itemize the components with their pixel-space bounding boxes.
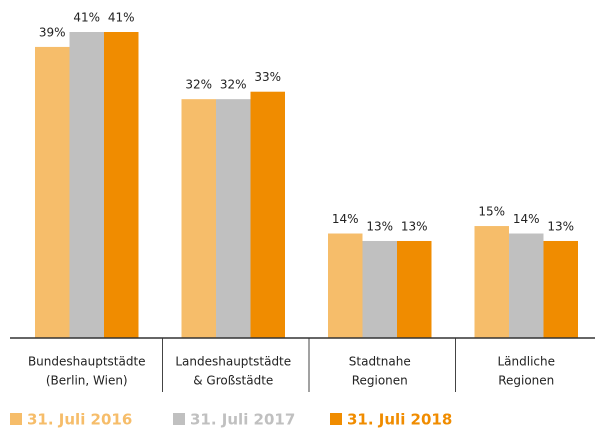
legend-label: 31. Juli 2016	[27, 411, 132, 429]
value-label: 41%	[108, 11, 135, 25]
bar	[543, 240, 578, 338]
value-label: 13%	[401, 219, 428, 233]
bar	[216, 99, 251, 338]
value-label: 14%	[513, 212, 540, 226]
value-label: 39%	[39, 25, 66, 39]
x-tick-label: Stadtnahe	[349, 355, 411, 369]
x-tick-label: (Berlin, Wien)	[46, 374, 128, 388]
legend-swatch	[330, 413, 342, 425]
bar	[474, 226, 509, 338]
value-label: 33%	[254, 70, 281, 84]
legend-swatch	[173, 413, 185, 425]
bar	[509, 233, 544, 338]
value-label: 15%	[478, 205, 505, 219]
x-tick-label: Regionen	[498, 374, 554, 388]
x-tick-label: Landeshauptstädte	[175, 355, 291, 369]
x-tick-label: Ländliche	[497, 355, 555, 369]
value-label: 13%	[547, 219, 574, 233]
value-label: 13%	[366, 219, 393, 233]
x-tick-label: & Großstädte	[193, 374, 273, 388]
bar	[362, 240, 397, 338]
legend-swatch	[10, 413, 22, 425]
x-tick-label: Bundeshauptstädte	[28, 355, 146, 369]
bar	[397, 240, 432, 338]
x-tick-label: Regionen	[352, 374, 408, 388]
bar	[69, 32, 104, 338]
bar	[35, 46, 70, 339]
value-label: 14%	[332, 212, 359, 226]
bar	[181, 99, 216, 338]
value-label: 41%	[73, 11, 100, 25]
bar	[328, 233, 363, 338]
bar	[104, 32, 139, 338]
value-label: 32%	[185, 78, 212, 92]
legend-label: 31. Juli 2018	[347, 411, 452, 429]
value-label: 32%	[220, 78, 247, 92]
legend-label: 31. Juli 2017	[190, 411, 295, 429]
bar	[250, 91, 285, 339]
